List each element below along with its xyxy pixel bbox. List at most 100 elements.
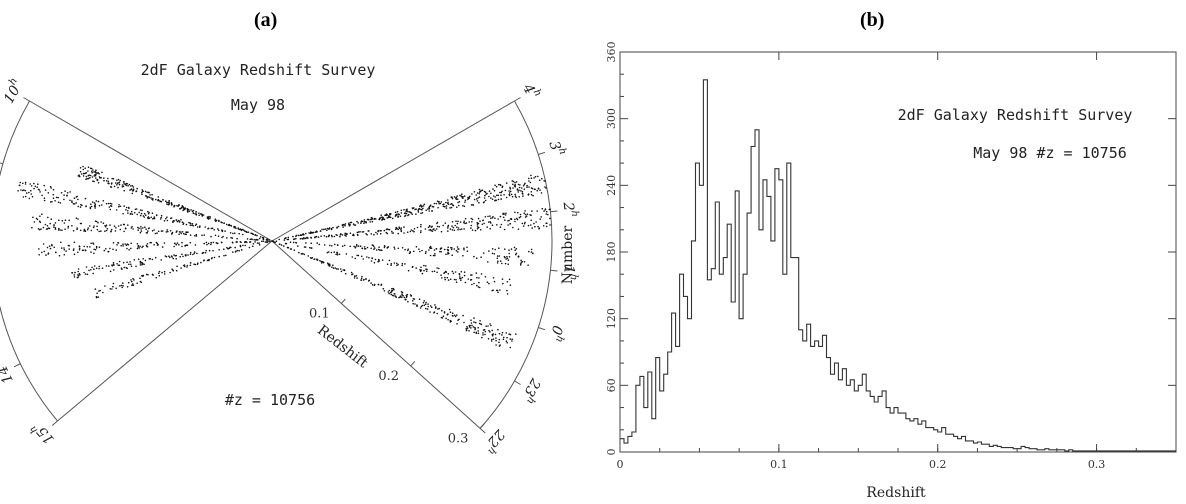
cone-galaxy-point	[375, 231, 377, 234]
cone-galaxy-point	[109, 288, 112, 290]
cone-galaxy-point	[85, 266, 88, 268]
cone-galaxy-point	[407, 214, 409, 217]
cone-galaxy-point	[536, 210, 538, 212]
cone-galaxy-point	[407, 249, 409, 252]
cone-galaxy-point	[394, 293, 396, 295]
cone-galaxy-point	[91, 171, 93, 174]
cone-galaxy-point	[320, 235, 322, 237]
cone-galaxy-point	[233, 225, 235, 228]
cone-galaxy-point	[231, 237, 234, 239]
cone-galaxy-point	[355, 243, 358, 246]
cone-galaxy-point	[180, 219, 182, 221]
cone-galaxy-point	[405, 296, 408, 299]
cone-galaxy-point	[393, 248, 396, 250]
cone-galaxy-point	[356, 277, 358, 279]
cone-galaxy-point	[537, 188, 540, 190]
cone-galaxy-point	[393, 262, 396, 264]
cone-galaxy-point	[353, 277, 356, 279]
cone-galaxy-point	[379, 249, 381, 251]
cone-galaxy-point	[53, 246, 55, 249]
cone-galaxy-point	[146, 191, 148, 194]
cone-galaxy-point	[441, 309, 443, 312]
cone-galaxy-point	[194, 263, 197, 266]
cone-galaxy-point	[135, 208, 138, 210]
cone-galaxy-point	[436, 222, 438, 225]
cone-galaxy-point	[363, 219, 366, 221]
cone-galaxy-point	[352, 273, 354, 275]
cone-galaxy-point	[493, 280, 496, 283]
cone-edge-4h	[271, 100, 515, 242]
cone-galaxy-point	[181, 245, 183, 248]
cone-galaxy-point	[523, 183, 526, 186]
cone-galaxy-point	[476, 200, 479, 202]
cone-galaxy-point	[328, 264, 331, 266]
cone-galaxy-point	[97, 296, 99, 298]
cone-galaxy-point	[160, 200, 163, 203]
cone-galaxy-point	[486, 281, 489, 284]
cone-galaxy-point	[512, 180, 515, 183]
histogram-ylabel: Number	[560, 225, 576, 284]
cone-galaxy-point	[226, 246, 228, 249]
cone-galaxy-point	[508, 255, 511, 258]
cone-galaxy-point	[64, 219, 67, 221]
cone-galaxy-point	[475, 331, 478, 334]
cone-galaxy-point	[514, 249, 516, 251]
cone-galaxy-point	[21, 189, 24, 192]
cone-galaxy-point	[166, 219, 169, 222]
cone-galaxy-point	[354, 246, 357, 249]
cone-galaxy-point	[450, 206, 453, 209]
cone-galaxy-point	[127, 185, 129, 187]
cone-galaxy-point	[389, 216, 392, 219]
cone-galaxy-point	[140, 230, 143, 232]
cone-galaxy-point	[131, 225, 133, 228]
cone-galaxy-point	[144, 259, 147, 262]
cone-galaxy-point	[206, 217, 209, 219]
cone-galaxy-point	[419, 204, 422, 206]
cone-galaxy-point	[327, 251, 330, 253]
cone-galaxy-point	[366, 218, 369, 221]
cone-galaxy-point	[495, 339, 497, 342]
cone-galaxy-point	[227, 247, 229, 250]
cone-galaxy-point	[512, 187, 514, 189]
cone-galaxy-point	[155, 276, 158, 279]
cone-galaxy-point	[184, 244, 186, 247]
cone-galaxy-point	[162, 199, 164, 201]
cone-galaxy-point	[337, 268, 340, 270]
cone-galaxy-point	[280, 244, 283, 246]
cone-galaxy-point	[127, 281, 130, 284]
cone-galaxy-point	[488, 221, 490, 223]
histogram-y-tick-label: 300	[605, 108, 618, 129]
cone-galaxy-point	[146, 243, 149, 245]
cone-galaxy-point	[114, 230, 117, 232]
cone-galaxy-point	[185, 244, 188, 246]
cone-galaxy-point	[96, 228, 99, 231]
cone-galaxy-point	[131, 184, 134, 187]
cone-galaxy-point	[103, 177, 105, 179]
cone-galaxy-point	[154, 256, 157, 259]
cone-galaxy-point	[326, 262, 329, 265]
cone-galaxy-point	[383, 246, 386, 249]
cone-galaxy-point	[147, 230, 149, 232]
cone-galaxy-point	[380, 214, 383, 216]
cone-galaxy-point	[100, 230, 102, 232]
cone-galaxy-point	[454, 224, 457, 227]
cone-galaxy-point	[134, 208, 137, 211]
cone-galaxy-point	[215, 242, 218, 244]
cone-galaxy-point	[343, 269, 346, 271]
cone-galaxy-point	[112, 282, 115, 285]
cone-galaxy-point	[150, 197, 152, 199]
cone-galaxy-point	[492, 195, 495, 197]
cone-galaxy-point	[221, 229, 223, 231]
cone-galaxy-point	[370, 260, 373, 262]
cone-galaxy-point	[128, 207, 130, 209]
cone-galaxy-point	[464, 199, 467, 202]
cone-galaxy-point	[118, 260, 121, 263]
cone-galaxy-point	[438, 307, 441, 310]
cone-galaxy-point	[494, 184, 496, 187]
cone-galaxy-point	[506, 257, 509, 260]
cone-galaxy-point	[40, 228, 42, 230]
cone-galaxy-point	[344, 224, 346, 227]
cone-galaxy-point	[524, 210, 526, 212]
cone-galaxy-point	[85, 205, 87, 207]
cone-galaxy-point	[176, 230, 178, 232]
